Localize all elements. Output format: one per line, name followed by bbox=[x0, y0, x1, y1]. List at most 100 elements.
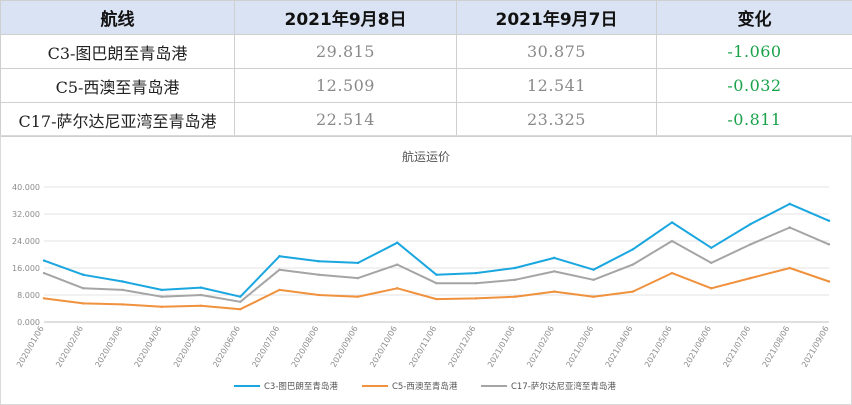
data-point bbox=[749, 243, 752, 246]
data-point bbox=[827, 219, 831, 222]
change-cell: -1.060 bbox=[656, 34, 852, 69]
y-axis: 0.000 8.000 16.000 24.000 32.000 40.000 bbox=[12, 183, 829, 327]
sep8-cell: 29.815 bbox=[234, 34, 457, 69]
data-point bbox=[239, 295, 242, 298]
data-point bbox=[631, 290, 634, 293]
x-tick-label: 2020/08/06 bbox=[290, 325, 321, 369]
freight-rate-table: 航线 2021年9月8日 2021年9月7日 变化 C3-图巴朗至青岛港 29.… bbox=[0, 0, 852, 137]
data-point bbox=[396, 263, 399, 266]
data-point bbox=[592, 268, 595, 271]
route-cell: C3-图巴朗至青岛港 bbox=[0, 34, 235, 69]
data-point bbox=[42, 297, 46, 300]
x-tick-label: 2020/01/06 bbox=[15, 325, 46, 369]
data-point bbox=[278, 288, 281, 292]
data-point bbox=[553, 290, 556, 293]
data-point bbox=[435, 273, 438, 276]
legend-label: C17-萨尔达尼亚湾至青岛港 bbox=[511, 381, 616, 392]
y-tick-label: 8.000 bbox=[17, 291, 40, 300]
change-cell: -0.811 bbox=[656, 102, 852, 137]
x-tick-label: 2021/09/06 bbox=[800, 325, 831, 369]
x-tick-label: 2020/03/06 bbox=[93, 325, 124, 369]
y-tick-label: 40.000 bbox=[12, 183, 40, 192]
data-point bbox=[788, 266, 791, 270]
data-point bbox=[82, 287, 85, 290]
x-tick-label: 2020/12/06 bbox=[447, 325, 478, 369]
data-point bbox=[710, 246, 713, 249]
data-point bbox=[827, 280, 831, 283]
data-point bbox=[513, 278, 517, 282]
data-point bbox=[435, 281, 438, 285]
data-point bbox=[239, 300, 242, 303]
freight-line-chart: 航运运价 0.0008.00016.00024.00032.00040.000 … bbox=[12, 149, 831, 392]
sep7-cell: 30.875 bbox=[456, 34, 657, 69]
header-sep7: 2021年9月7日 bbox=[456, 0, 657, 35]
data-point bbox=[278, 254, 281, 258]
data-point bbox=[513, 266, 517, 270]
data-point bbox=[474, 271, 477, 275]
data-point bbox=[631, 263, 634, 266]
data-point bbox=[278, 268, 281, 271]
data-point bbox=[670, 221, 674, 224]
data-point bbox=[474, 297, 477, 300]
x-tick-label: 2021/07/06 bbox=[721, 325, 752, 369]
header-sep8: 2021年9月8日 bbox=[234, 0, 457, 35]
data-point bbox=[356, 261, 360, 265]
y-tick-label: 0.000 bbox=[17, 318, 40, 327]
data-point bbox=[592, 278, 595, 282]
sep8-cell: 12.509 bbox=[234, 68, 457, 103]
chart-title: 航运运价 bbox=[402, 149, 450, 164]
data-point bbox=[121, 280, 124, 283]
x-tick-label: 2021/01/06 bbox=[486, 325, 517, 369]
legend: C3-图巴朗至青岛港 C5-西澳至青岛港 C17-萨尔达尼亚湾至青岛港 bbox=[234, 381, 616, 392]
data-point bbox=[42, 259, 46, 262]
sep7-cell: 23.325 bbox=[456, 102, 657, 137]
table-header-row: 航线 2021年9月8日 2021年9月7日 变化 bbox=[0, 0, 852, 35]
data-point bbox=[670, 271, 674, 275]
data-point bbox=[513, 295, 517, 298]
data-point bbox=[121, 303, 124, 306]
sep8-cell: 22.514 bbox=[234, 102, 457, 137]
x-tick-label: 2020/05/06 bbox=[172, 325, 203, 369]
x-tick-label: 2020/04/06 bbox=[133, 325, 164, 369]
y-tick-label: 16.000 bbox=[12, 264, 40, 273]
x-tick-label: 2020/11/06 bbox=[407, 325, 438, 369]
data-point bbox=[710, 287, 713, 290]
x-tick-label: 2021/03/06 bbox=[564, 325, 595, 369]
data-point bbox=[474, 281, 477, 285]
data-point bbox=[160, 305, 163, 309]
header-route: 航线 bbox=[0, 0, 235, 35]
data-point bbox=[199, 293, 203, 297]
data-point bbox=[356, 295, 360, 298]
data-point bbox=[82, 273, 85, 276]
x-tick-label: 2020/07/06 bbox=[250, 325, 281, 369]
data-point bbox=[749, 222, 752, 226]
data-point bbox=[788, 202, 791, 206]
data-point bbox=[160, 288, 163, 292]
x-tick-label: 2021/04/06 bbox=[604, 325, 635, 369]
route-cell: C17-萨尔达尼亚湾至青岛港 bbox=[0, 102, 235, 137]
x-tick-label: 2020/09/06 bbox=[329, 325, 360, 369]
data-point bbox=[435, 297, 438, 301]
data-point bbox=[749, 276, 752, 280]
data-point bbox=[553, 270, 556, 273]
y-tick-label: 32.000 bbox=[12, 210, 40, 219]
x-tick-label: 2021/06/06 bbox=[682, 325, 713, 369]
data-point bbox=[396, 287, 399, 290]
data-point bbox=[356, 276, 360, 280]
data-point bbox=[631, 248, 634, 251]
data-point bbox=[317, 293, 320, 297]
data-point bbox=[199, 286, 203, 289]
data-point bbox=[199, 304, 203, 307]
data-point bbox=[827, 243, 831, 246]
data-point bbox=[42, 271, 46, 275]
table-row: C17-萨尔达尼亚湾至青岛港 22.514 23.325 -0.811 bbox=[0, 102, 852, 137]
header-change: 变化 bbox=[656, 0, 852, 35]
x-tick-label: 2021/05/06 bbox=[643, 325, 674, 369]
series-lines bbox=[42, 202, 831, 311]
legend-label: C3-图巴朗至青岛港 bbox=[264, 381, 338, 392]
legend-label: C5-西澳至青岛港 bbox=[392, 381, 458, 392]
data-point bbox=[239, 307, 242, 311]
x-tick-label: 2021/08/06 bbox=[761, 325, 792, 369]
data-point bbox=[592, 295, 595, 298]
x-tick-label: 2021/02/06 bbox=[525, 325, 556, 369]
